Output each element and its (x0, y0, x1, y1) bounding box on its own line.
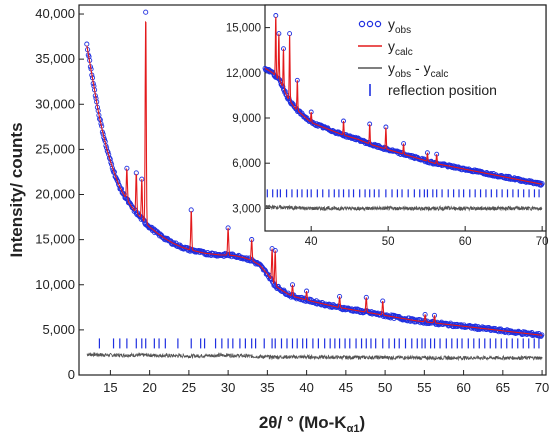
x-axis-title-subscript: α1 (347, 423, 360, 435)
y-tick-label: 10,000 (35, 277, 75, 292)
y-tick-label: 12,000 (226, 68, 261, 80)
observed-point (109, 161, 115, 167)
y-tick-label: 15,000 (35, 232, 75, 247)
x-tick-label: 40 (305, 236, 318, 248)
y-tick-label: 40,000 (35, 6, 75, 21)
x-tick-label: 25 (182, 380, 196, 395)
y-tick-label: 9,000 (232, 113, 261, 125)
inset-plot: 40 50 60 70 3,000 6,000 9,000 12,000 15,000 (226, 13, 549, 248)
legend-marker-circle (358, 20, 366, 28)
x-tick-label: 60 (459, 236, 472, 248)
y-tick-label: 3,000 (232, 203, 261, 215)
observed-point (84, 41, 90, 47)
y-axis-title: Intensity/ counts (7, 122, 26, 257)
x-axis-title: 2θ/ ° (Mo-Kα1) (259, 413, 365, 435)
calculated-curve (264, 16, 542, 185)
y-tick-label: 5,000 (42, 322, 75, 337)
legend-entry-label: ycalc (388, 38, 413, 58)
x-tick-label: 70 (536, 236, 549, 248)
y-tick-label: 25,000 (35, 141, 75, 156)
x-tick-label: 55 (417, 380, 431, 395)
x-tick-label: 50 (378, 380, 392, 395)
x-tick-label: 30 (221, 380, 235, 395)
y-tick-label: 6,000 (232, 158, 261, 170)
legend-marker-circle (366, 20, 374, 28)
main-plot: 15 20 25 30 35 40 45 50 55 60 65 70 0 5,000 10,000 15,0… (35, 6, 549, 395)
x-tick-label: 20 (142, 380, 156, 395)
x-tick-label: 35 (260, 380, 274, 395)
calculated-curve (86, 20, 543, 336)
y-tick-label: 35,000 (35, 51, 75, 66)
legend-marker-circle (374, 20, 382, 28)
y-tick-label: 30,000 (35, 96, 75, 111)
x-tick-label: 45 (339, 380, 353, 395)
legend-entry-label: reflection position (388, 82, 497, 98)
observed-point (530, 333, 536, 339)
difference-curve (86, 352, 543, 362)
y-tick-label: 0 (68, 367, 75, 382)
x-tick-label: 65 (496, 380, 510, 395)
x-tick-label: 15 (103, 380, 117, 395)
legend-entry-label: yobs - ycalc (388, 60, 448, 80)
x-tick-label: 50 (382, 236, 395, 248)
y-tick-label: 15,000 (226, 23, 261, 35)
y-tick-label: 20,000 (35, 187, 75, 202)
x-tick-label: 60 (456, 380, 470, 395)
observed-peak-point (143, 9, 149, 15)
x-tick-label: 70 (535, 380, 549, 395)
legend-entry-label: yobs (388, 16, 411, 36)
difference-curve (264, 204, 543, 212)
x-tick-label: 40 (299, 380, 313, 395)
